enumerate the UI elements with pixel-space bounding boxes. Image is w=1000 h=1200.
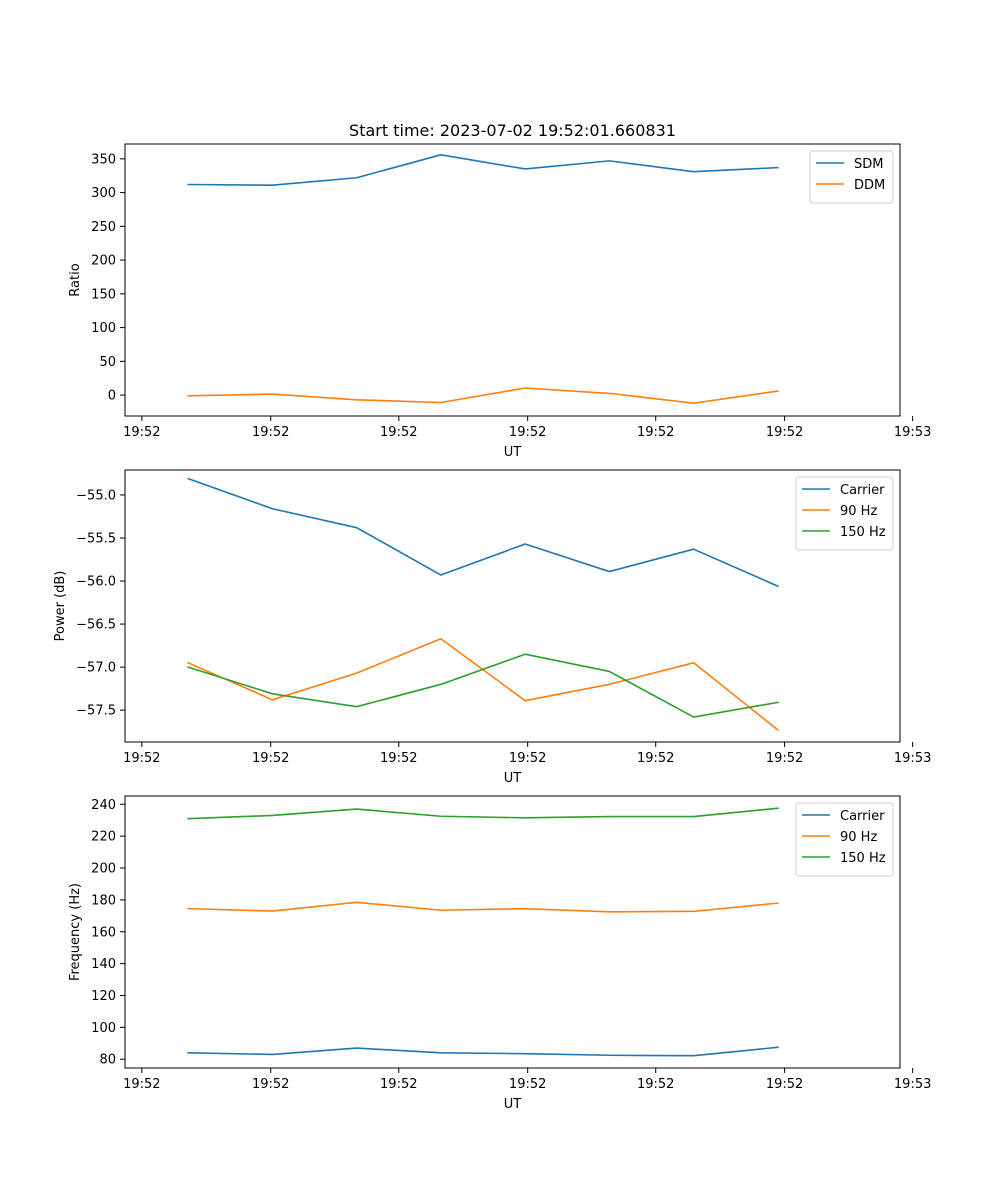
frequency-series-150-hz-line xyxy=(187,807,779,820)
ratio-x-tick-label: 19:52 xyxy=(637,425,674,440)
ratio-x-tick-label: 19:52 xyxy=(380,425,417,440)
frequency-x-tick-label: 19:52 xyxy=(509,1077,546,1092)
frequency-legend-label-150-hz: 150 Hz xyxy=(840,851,886,866)
power-x-tick-label: 19:52 xyxy=(766,751,803,766)
ratio-subplot: 19:52 19:52 19:52 19:52 19:52 19:52 19:53 0 50 10… xyxy=(68,143,931,460)
power-series-150-hz-line xyxy=(187,653,779,718)
ratio-legend-box xyxy=(809,150,894,204)
power-legend-label-carrier: Carrier xyxy=(840,483,885,498)
ratio-y-tick-label: 100 xyxy=(91,321,116,336)
frequency-x-tick-label: 19:52 xyxy=(637,1077,674,1092)
ratio-y-tick-label: 0 xyxy=(108,389,116,404)
ratio-y-tick-label: 250 xyxy=(91,220,116,235)
power-x-tick-label: 19:52 xyxy=(252,751,289,766)
power-x-tick-label: 19:52 xyxy=(380,751,417,766)
ratio-legend: SDM DDM xyxy=(809,150,894,204)
power-series-carrier-line xyxy=(187,477,779,588)
power-y-axis-label: Power (dB) xyxy=(53,571,68,642)
frequency-series-carrier-line xyxy=(187,1046,779,1057)
power-y-tick-label: −56.0 xyxy=(76,575,116,590)
power-y-tick-label: −57.0 xyxy=(76,661,116,676)
frequency-y-tick-label: 140 xyxy=(91,957,116,972)
power-legend-label-90-hz: 90 Hz xyxy=(840,504,877,519)
ratio-y-tick-label: 200 xyxy=(91,254,116,269)
power-legend: Carrier 90 Hz 150 Hz xyxy=(795,476,894,551)
frequency-x-tick-label: 19:52 xyxy=(123,1077,160,1092)
frequency-legend-label-carrier: Carrier xyxy=(840,809,885,824)
frequency-subplot: 19:52 19:52 19:52 19:52 19:52 19:52 19:53 80 100… xyxy=(68,795,931,1112)
frequency-x-axis-label: UT xyxy=(504,1097,522,1112)
frequency-y-tick-label: 240 xyxy=(91,798,116,813)
frequency-legend: Carrier 90 Hz 150 Hz xyxy=(795,802,894,877)
ratio-series-sdm-line xyxy=(187,154,779,186)
ratio-x-tick-label: 19:52 xyxy=(509,425,546,440)
power-x-tick-label: 19:53 xyxy=(894,751,931,766)
power-x-tick-label: 19:52 xyxy=(123,751,160,766)
frequency-x-tick-label: 19:52 xyxy=(380,1077,417,1092)
ratio-y-tick-label: 350 xyxy=(91,152,116,167)
frequency-legend-label-90-hz: 90 Hz xyxy=(840,830,877,845)
power-y-tick-label: −55.0 xyxy=(76,488,116,503)
frequency-y-tick-label: 180 xyxy=(91,893,116,908)
power-x-tick-label: 19:52 xyxy=(509,751,546,766)
figure-title: Start time: 2023-07-02 19:52:01.660831 xyxy=(349,121,676,140)
frequency-y-tick-label: 220 xyxy=(91,830,116,845)
ratio-y-tick-label: 50 xyxy=(99,355,116,370)
frequency-y-tick-label: 160 xyxy=(91,925,116,940)
frequency-x-tick-label: 19:52 xyxy=(766,1077,803,1092)
ratio-series-ddm-line xyxy=(187,387,779,404)
power-legend-label-150-hz: 150 Hz xyxy=(840,525,886,540)
power-y-tick-label: −57.5 xyxy=(76,704,116,719)
ratio-legend-label-sdm: SDM xyxy=(854,157,883,172)
frequency-series-90-hz-line xyxy=(187,901,779,913)
ratio-x-tick-label: 19:53 xyxy=(894,425,931,440)
power-y-tick-label: −56.5 xyxy=(76,618,116,633)
frequency-y-tick-label: 120 xyxy=(91,989,116,1004)
ratio-x-tick-label: 19:52 xyxy=(766,425,803,440)
frequency-y-tick-label: 100 xyxy=(91,1021,116,1036)
frequency-x-tick-label: 19:52 xyxy=(252,1077,289,1092)
ratio-legend-label-ddm: DDM xyxy=(854,178,885,193)
ratio-y-tick-label: 300 xyxy=(91,186,116,201)
power-x-tick-label: 19:52 xyxy=(637,751,674,766)
frequency-y-tick-label: 200 xyxy=(91,862,116,877)
frequency-x-tick-label: 19:53 xyxy=(894,1077,931,1092)
frequency-y-axis-label: Frequency (Hz) xyxy=(68,883,83,981)
ratio-x-tick-label: 19:52 xyxy=(123,425,160,440)
ratio-y-tick-label: 150 xyxy=(91,287,116,302)
ratio-axes-frame xyxy=(124,143,901,417)
power-y-tick-label: −55.5 xyxy=(76,532,116,547)
ratio-x-tick-label: 19:52 xyxy=(252,425,289,440)
ratio-y-axis-label: Ratio xyxy=(68,263,83,296)
power-x-axis-label: UT xyxy=(504,771,522,786)
power-axes-frame xyxy=(124,469,901,743)
ratio-x-axis-label: UT xyxy=(504,445,522,460)
frequency-y-tick-label: 80 xyxy=(99,1053,116,1068)
power-subplot: 19:52 19:52 19:52 19:52 19:52 19:52 19:53 −55.0… xyxy=(53,469,931,786)
